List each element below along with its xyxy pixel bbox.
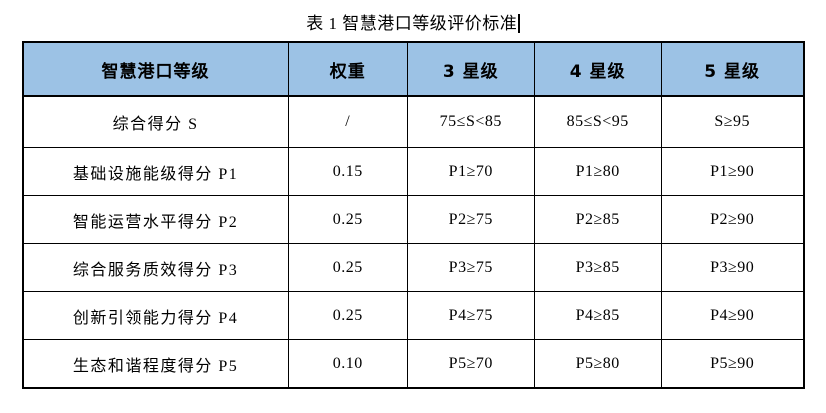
criteria-cell-4star[interactable]: 85≤S<95 <box>533 96 662 148</box>
header-weight[interactable]: 权重 <box>287 42 408 97</box>
weight-cell[interactable]: 0.10 <box>287 339 408 388</box>
evaluation-criteria-table: 智慧港口等级 权重 3 星级 4 星级 5 星级 综合得分 S / 75≤S<8… <box>21 41 805 389</box>
criteria-cell-4star[interactable]: P4≥85 <box>533 291 662 340</box>
criteria-cell-4star[interactable]: P3≥85 <box>533 243 662 292</box>
table-row-overall-score: 综合得分 S / 75≤S<85 85≤S<95 S≥95 <box>23 96 804 148</box>
header-4-star[interactable]: 4 星级 <box>533 42 662 97</box>
criteria-cell-5star[interactable]: P2≥90 <box>660 195 804 244</box>
criteria-cell-5star[interactable]: P5≥90 <box>660 339 804 388</box>
table-caption[interactable]: 表 1 智慧港口等级评价标准 <box>0 0 826 34</box>
row-label[interactable]: 综合服务质效得分 P3 <box>22 243 289 292</box>
table-row-p3: 综合服务质效得分 P3 0.25 P3≥75 P3≥85 P3≥90 <box>22 243 804 292</box>
table-row-p4: 创新引领能力得分 P4 0.25 P4≥75 P4≥85 P4≥90 <box>22 291 804 340</box>
text-cursor <box>518 14 520 33</box>
criteria-cell-3star[interactable]: P5≥70 <box>407 339 535 388</box>
criteria-cell-5star[interactable]: P1≥90 <box>660 147 804 196</box>
criteria-cell-5star[interactable]: P4≥90 <box>660 291 804 340</box>
header-smart-port-level[interactable]: 智慧港口等级 <box>22 42 289 97</box>
header-3-star[interactable]: 3 星级 <box>407 42 535 97</box>
criteria-cell-3star[interactable]: 75≤S<85 <box>407 96 535 148</box>
weight-cell[interactable]: 0.25 <box>287 291 408 340</box>
criteria-cell-4star[interactable]: P1≥80 <box>533 147 662 196</box>
criteria-cell-3star[interactable]: P4≥75 <box>407 291 535 340</box>
table-header-row: 智慧港口等级 权重 3 星级 4 星级 5 星级 <box>22 42 804 97</box>
header-5-star[interactable]: 5 星级 <box>660 42 804 97</box>
table-row-p1: 基础设施能级得分 P1 0.15 P1≥70 P1≥80 P1≥90 <box>22 147 804 196</box>
row-label[interactable]: 综合得分 S <box>112 116 199 133</box>
row-label[interactable]: 智能运营水平得分 P2 <box>22 195 289 244</box>
criteria-cell-3star[interactable]: P2≥75 <box>407 195 535 244</box>
criteria-cell-4star[interactable]: P5≥80 <box>533 339 662 388</box>
row-label[interactable]: 基础设施能级得分 P1 <box>22 147 289 196</box>
criteria-cell-3star[interactable]: P1≥70 <box>407 147 535 196</box>
weight-cell[interactable]: / <box>287 96 408 148</box>
criteria-cell-5star[interactable]: P3≥90 <box>660 243 804 292</box>
table-row-p2: 智能运营水平得分 P2 0.25 P2≥75 P2≥85 P2≥90 <box>22 195 804 244</box>
weight-cell[interactable]: 0.25 <box>287 243 408 292</box>
weight-cell[interactable]: 0.15 <box>287 147 408 196</box>
row-label[interactable]: 生态和谐程度得分 P5 <box>22 339 289 388</box>
criteria-cell-4star[interactable]: P2≥85 <box>533 195 662 244</box>
weight-cell[interactable]: 0.25 <box>287 195 408 244</box>
table-caption-text: 表 1 智慧港口等级评价标准 <box>306 14 518 33</box>
table-row-p5: 生态和谐程度得分 P5 0.10 P5≥70 P5≥80 P5≥90 <box>22 339 804 388</box>
criteria-cell-3star[interactable]: P3≥75 <box>407 243 535 292</box>
criteria-cell-5star[interactable]: S≥95 <box>660 96 804 148</box>
row-label[interactable]: 创新引领能力得分 P4 <box>22 291 289 340</box>
